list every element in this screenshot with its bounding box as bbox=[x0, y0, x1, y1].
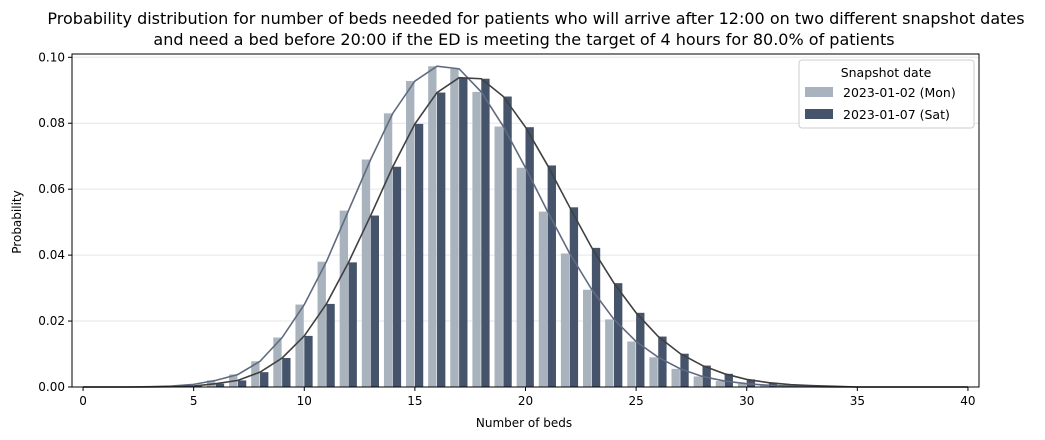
bar-sat bbox=[326, 303, 335, 387]
bar-mon bbox=[715, 381, 725, 387]
legend-title: Snapshot date bbox=[841, 65, 932, 80]
bar-mon bbox=[494, 126, 503, 387]
y-axis-ticks: 0.00 0.02 0.04 0.06 0.08 0.10 bbox=[38, 50, 72, 394]
bar-mon bbox=[605, 319, 614, 387]
bar-sat bbox=[260, 372, 269, 387]
legend: Snapshot date 2023-01-02 (Mon) 2023-01-0… bbox=[798, 59, 975, 129]
x-axis-label: Number of beds bbox=[476, 416, 572, 430]
chart-title-line-2: and need a bed before 20:00 if the ED is… bbox=[153, 30, 894, 49]
bar-sat bbox=[613, 283, 623, 387]
bar-sat bbox=[636, 312, 645, 387]
bar-mon bbox=[317, 261, 326, 387]
fit-line-sat bbox=[83, 76, 968, 388]
bar-mon bbox=[583, 289, 592, 387]
bars bbox=[140, 66, 844, 388]
x-tick-label: 10 bbox=[297, 394, 312, 408]
x-tick-label: 20 bbox=[518, 394, 533, 408]
y-tick-label: 0.06 bbox=[38, 182, 65, 196]
bar-mon bbox=[737, 383, 747, 387]
x-tick-label: 5 bbox=[190, 394, 198, 408]
bar-sat bbox=[348, 262, 357, 387]
x-tick-label: 30 bbox=[739, 394, 754, 408]
bar-mon bbox=[560, 253, 570, 387]
y-tick-label: 0.10 bbox=[38, 50, 65, 64]
bar-mon bbox=[406, 81, 415, 387]
y-tick-label: 0.00 bbox=[38, 380, 65, 394]
bar-mon bbox=[339, 210, 349, 387]
x-tick-label: 35 bbox=[850, 394, 865, 408]
legend-swatch-mon bbox=[805, 87, 833, 97]
bar-sat bbox=[459, 77, 468, 387]
bar-mon bbox=[450, 68, 459, 387]
bar-mon bbox=[383, 113, 393, 388]
bar-sat bbox=[503, 96, 512, 388]
bar-sat bbox=[282, 357, 291, 387]
legend-box bbox=[798, 59, 975, 129]
bar-sat bbox=[437, 92, 446, 387]
y-tick-label: 0.08 bbox=[38, 116, 65, 130]
bar-sat bbox=[525, 127, 534, 387]
x-tick-label: 25 bbox=[628, 394, 643, 408]
bar-sat bbox=[237, 380, 247, 387]
bar-sat bbox=[591, 247, 601, 387]
bar-sat bbox=[547, 165, 556, 387]
bar-sat bbox=[569, 207, 579, 387]
x-tick-label: 0 bbox=[79, 394, 87, 408]
bar-mon bbox=[428, 66, 437, 388]
bar-mon bbox=[649, 357, 658, 387]
bar-sat bbox=[414, 123, 424, 387]
chart-title-line-1: Probability distribution for number of b… bbox=[47, 9, 1024, 28]
y-tick-label: 0.02 bbox=[38, 314, 65, 328]
bar-sat bbox=[702, 365, 711, 387]
bar-mon bbox=[671, 368, 680, 387]
bar-sat bbox=[724, 373, 733, 387]
bar-mon bbox=[538, 211, 548, 387]
bar-sat bbox=[392, 166, 402, 387]
legend-label-mon: 2023-01-02 (Mon) bbox=[843, 85, 956, 100]
bar-mon bbox=[472, 91, 481, 388]
legend-label-sat: 2023-01-07 (Sat) bbox=[843, 107, 950, 122]
bar-sat bbox=[658, 336, 667, 387]
y-tick-label: 0.04 bbox=[38, 248, 65, 262]
bar-mon bbox=[627, 341, 636, 387]
bar-mon bbox=[516, 167, 525, 387]
legend-swatch-sat bbox=[805, 109, 833, 119]
x-axis-ticks: 0 5 10 15 20 25 30 35 40 bbox=[79, 387, 976, 408]
bar-sat bbox=[304, 335, 313, 387]
bar-mon bbox=[759, 385, 769, 387]
bar-sat bbox=[370, 215, 379, 387]
bar-mon bbox=[361, 159, 371, 387]
x-tick-label: 40 bbox=[960, 394, 975, 408]
bar-mon bbox=[693, 376, 702, 387]
bar-mon bbox=[273, 337, 282, 387]
bar-sat bbox=[481, 78, 490, 387]
bar-sat bbox=[746, 379, 756, 387]
bar-sat bbox=[215, 383, 225, 387]
x-tick-label: 15 bbox=[407, 394, 422, 408]
y-axis-label: Probability bbox=[10, 190, 24, 253]
bar-mon bbox=[295, 304, 304, 387]
